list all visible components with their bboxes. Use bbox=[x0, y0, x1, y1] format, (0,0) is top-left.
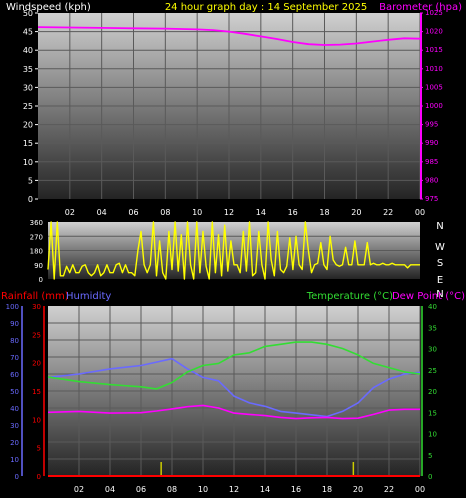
humidity-tick-label: 70 bbox=[10, 354, 19, 362]
barometer-tick-label: 1015 bbox=[425, 46, 443, 54]
x-tick-label: 02 bbox=[74, 485, 84, 494]
barometer-tick-label: 1005 bbox=[425, 83, 443, 91]
x-tick-label: 16 bbox=[288, 208, 298, 217]
humidity-tick-label: 80 bbox=[10, 337, 19, 345]
chart-title: 24 hour graph day : 14 September 2025 bbox=[165, 2, 367, 13]
barometer-tick-label: 995 bbox=[425, 121, 438, 129]
temperature-line bbox=[47, 341, 421, 390]
barometer-tick-label: 975 bbox=[425, 195, 438, 203]
x-tick-label: 20 bbox=[351, 208, 361, 217]
windspeed-tick-label: 45 bbox=[23, 28, 33, 37]
rainfall-tick-label: 15 bbox=[32, 388, 41, 396]
rainfall-axis-title: Rainfall (mm) bbox=[1, 291, 69, 302]
x-tick-label: 04 bbox=[97, 208, 107, 217]
compass-label: W bbox=[435, 242, 445, 253]
windspeed-tick-label: 10 bbox=[23, 158, 33, 167]
temperature-tick-label: 25 bbox=[428, 367, 437, 375]
windspeed-tick-label: 15 bbox=[23, 139, 33, 148]
humidity-tick-label: 60 bbox=[10, 371, 19, 379]
barometer-line bbox=[37, 26, 421, 46]
barometer-tick-label: 985 bbox=[425, 158, 438, 166]
barometer-tick-label: 980 bbox=[425, 176, 438, 184]
rainfall-tick-label: 30 bbox=[32, 303, 41, 311]
humidity-line bbox=[47, 357, 421, 418]
x-tick-label: 12 bbox=[224, 208, 234, 217]
barometer-axis-title: Barometer (hpa) bbox=[379, 2, 462, 13]
x-tick-label: 18 bbox=[322, 485, 332, 494]
rainfall-tick-label: 0 bbox=[37, 473, 41, 481]
temperature-tick-label: 0 bbox=[428, 473, 432, 481]
compass-label: E bbox=[437, 275, 443, 286]
temperature-tick-label: 20 bbox=[428, 388, 437, 396]
x-tick-label: 22 bbox=[384, 485, 394, 494]
x-tick-label: 18 bbox=[319, 208, 329, 217]
x-tick-label: 00 bbox=[415, 208, 425, 217]
humidity-tick-label: 40 bbox=[10, 405, 19, 413]
rainfall-tick-label: 5 bbox=[37, 445, 41, 453]
x-tick-label: 10 bbox=[198, 485, 208, 494]
humidity-tick-label: 0 bbox=[15, 473, 19, 481]
windspeed-axis-title: Windspeed (kph) bbox=[6, 2, 91, 13]
humidity-tick-label: 50 bbox=[10, 388, 19, 396]
x-tick-label: 08 bbox=[160, 208, 170, 217]
temperature-tick-label: 35 bbox=[428, 324, 437, 332]
x-tick-label: 06 bbox=[128, 208, 138, 217]
windspeed-tick-label: 0 bbox=[28, 195, 33, 204]
humidity-tick-label: 100 bbox=[6, 303, 19, 311]
barometer-tick-label: 1000 bbox=[425, 102, 443, 110]
barometer-tick-label: 1020 bbox=[425, 28, 443, 36]
temperature-tick-label: 40 bbox=[428, 303, 437, 311]
x-tick-label: 12 bbox=[229, 485, 239, 494]
wind-direction-line bbox=[47, 221, 420, 280]
direction-tick-label: 360 bbox=[30, 219, 43, 227]
x-tick-label: 14 bbox=[260, 485, 270, 494]
dew-point-axis-title: Dew Point (°C) bbox=[392, 291, 465, 302]
windspeed-tick-label: 40 bbox=[23, 46, 33, 55]
x-tick-label: 20 bbox=[353, 485, 363, 494]
windspeed-tick-label: 25 bbox=[23, 102, 33, 111]
temperature-humidity-panel: 0 10 20 30 40 50 60 70 80 90 100 0 5 10 15 20 25 30 0 5 10… bbox=[6, 303, 437, 494]
x-tick-label: 06 bbox=[136, 485, 146, 494]
direction-tick-label: 90 bbox=[34, 262, 43, 270]
temperature-axis-title: Temperature (°C) bbox=[306, 291, 393, 302]
compass-label: S bbox=[437, 258, 443, 269]
x-tick-label: 10 bbox=[192, 208, 202, 217]
rainfall-tick-label: 10 bbox=[32, 416, 41, 424]
x-tick-label: 16 bbox=[291, 485, 301, 494]
windspeed-tick-label: 35 bbox=[23, 65, 33, 74]
rainfall-tick-label: 25 bbox=[32, 331, 41, 339]
barometer-tick-label: 990 bbox=[425, 139, 438, 147]
rainfall-tick-label: 20 bbox=[32, 360, 41, 368]
x-tick-label: 00 bbox=[415, 485, 425, 494]
temperature-tick-label: 30 bbox=[428, 346, 437, 354]
barometer-tick-label: 1025 bbox=[425, 9, 443, 17]
dew-point-line bbox=[47, 404, 420, 420]
direction-tick-label: 0 bbox=[39, 276, 43, 284]
temperature-tick-label: 5 bbox=[428, 452, 432, 460]
compass-label: N bbox=[436, 221, 443, 232]
direction-tick-label: 270 bbox=[30, 233, 43, 241]
humidity-axis-title: Humidity bbox=[66, 291, 111, 302]
x-tick-label: 14 bbox=[256, 208, 266, 217]
humidity-tick-label: 30 bbox=[10, 422, 19, 430]
x-tick-label: 08 bbox=[167, 485, 177, 494]
temperature-tick-label: 10 bbox=[428, 431, 437, 439]
x-tick-label: 02 bbox=[65, 208, 75, 217]
direction-tick-label: 180 bbox=[30, 248, 43, 256]
humidity-tick-label: 10 bbox=[10, 456, 19, 464]
humidity-tick-label: 20 bbox=[10, 439, 19, 447]
windspeed-tick-label: 30 bbox=[23, 83, 33, 92]
humidity-tick-label: 90 bbox=[10, 320, 19, 328]
x-tick-label: 04 bbox=[105, 485, 115, 494]
windspeed-tick-label: 20 bbox=[23, 121, 33, 130]
compass-label: N bbox=[436, 289, 443, 300]
windspeed-tick-label: 5 bbox=[28, 176, 33, 185]
windspeed-tick-label: 50 bbox=[23, 9, 33, 18]
barometer-tick-label: 1010 bbox=[425, 65, 443, 73]
x-tick-label: 22 bbox=[383, 208, 393, 217]
temperature-tick-label: 15 bbox=[428, 409, 437, 417]
